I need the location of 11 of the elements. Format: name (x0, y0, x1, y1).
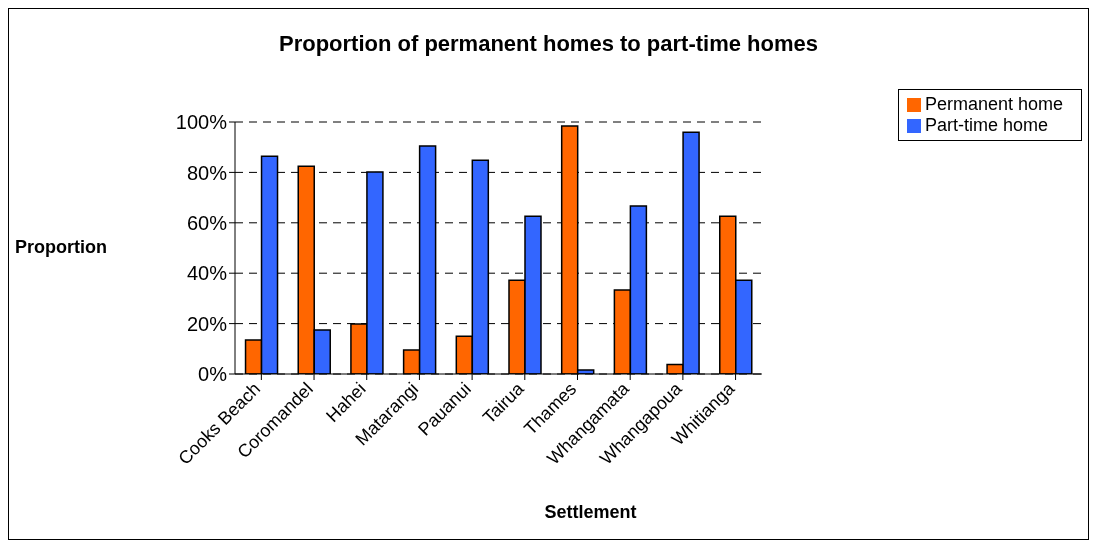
y-axis-title: Proportion (15, 237, 107, 258)
y-tick-label: 80% (186, 161, 228, 184)
legend-label: Permanent home (924, 94, 1063, 114)
chart-title: Proportion of permanent homes to part-time homes (277, 31, 819, 57)
y-tick-label: 100% (175, 111, 228, 134)
x-axis-title: Settlement (543, 502, 638, 523)
y-tick-label: 20% (186, 312, 228, 335)
y-tick-label: 60% (186, 211, 228, 234)
y-tick-label: 0% (198, 363, 228, 386)
y-tick-label: 40% (186, 262, 228, 285)
legend-label: Part-time home (924, 115, 1048, 135)
